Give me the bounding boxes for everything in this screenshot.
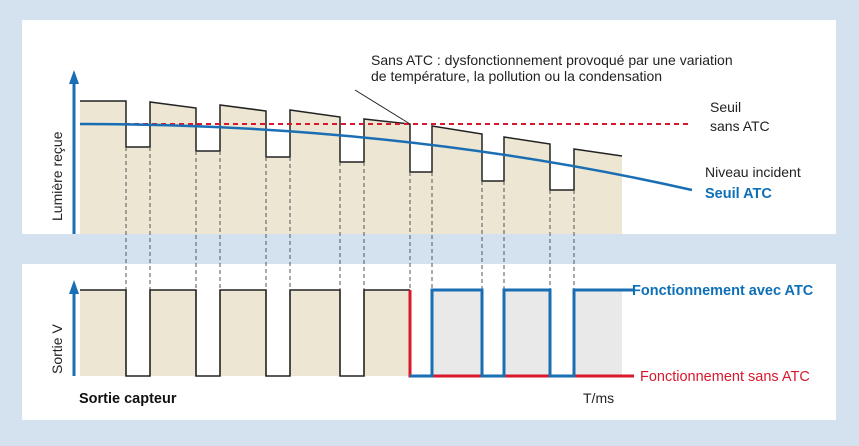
atc-threshold-label: Seuil ATC	[705, 186, 772, 202]
annotation-line-2: de température, la pollution ou la conde…	[371, 68, 662, 84]
incident-level-label: Niveau incident	[705, 164, 801, 180]
top-y-axis-label: Lumière reçue	[49, 131, 65, 221]
received-light-curve	[80, 100, 623, 191]
time-axis-label: T/ms	[583, 390, 614, 406]
sensor-output-label: Sortie capteur	[79, 391, 177, 407]
annotation-pointer	[354, 89, 411, 125]
annotation-line-1: Sans ATC : dysfonctionnement provoqué pa…	[371, 52, 733, 68]
sensor-output-pulses	[80, 289, 410, 377]
without-atc-label: Fonctionnement sans ATC	[640, 369, 810, 385]
output-fill-gray	[410, 290, 622, 376]
threshold-without-atc-label-1: Seuil	[710, 99, 741, 115]
with-atc-label: Fonctionnement avec ATC	[632, 283, 814, 299]
output-with-atc-line	[410, 288, 622, 378]
transition-guides	[125, 147, 575, 290]
bottom-y-axis-arrowhead	[69, 280, 79, 294]
received-light-area	[80, 101, 622, 234]
bottom-y-axis-label: Sortie V	[49, 324, 65, 374]
output-gaps	[126, 290, 574, 376]
threshold-without-atc-label-2: sans ATC	[710, 118, 770, 134]
top-y-axis-arrowhead	[69, 70, 79, 84]
atc-threshold-curve	[79, 122, 693, 192]
